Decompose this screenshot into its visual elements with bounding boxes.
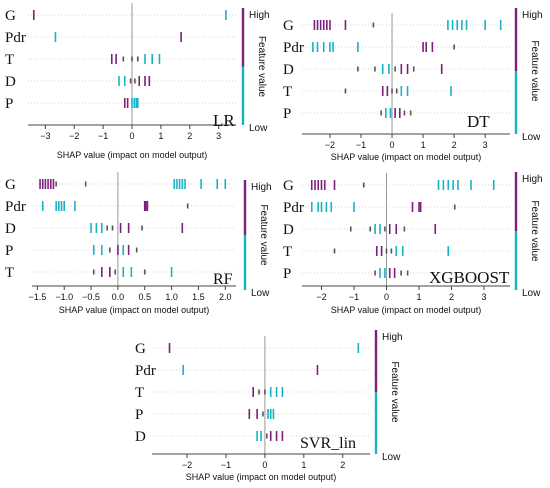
- colorbar-high-label: High: [522, 174, 543, 185]
- x-tick-label: −1: [221, 460, 231, 470]
- rf-panel: −1.5 −1.0 −0.5 0.0 0.5 1.0 1.5 2.0 SHAP value (i…: [5, 172, 272, 315]
- feature-label: Pdr: [135, 363, 156, 379]
- feature-label: T: [5, 265, 14, 281]
- x-tick-label: 1: [301, 460, 306, 470]
- x-tick-label: 1.0: [165, 292, 178, 302]
- model-title: SVR_lin: [300, 435, 356, 452]
- x-tick-label: 2: [449, 292, 454, 302]
- x-tick-label: −1.5: [28, 292, 46, 302]
- feature-label: G: [5, 8, 16, 24]
- x-tick-label: 3: [216, 131, 221, 141]
- x-tick-label: 3: [483, 140, 488, 150]
- feature-label: P: [135, 407, 143, 423]
- x-tick-label: 0.0: [112, 292, 125, 302]
- colorbar-low-label: Low: [522, 288, 541, 299]
- feature-label: T: [135, 385, 144, 401]
- colorbar-high-label: High: [249, 10, 270, 21]
- x-tick-label: −1: [349, 292, 359, 302]
- feature-label: D: [5, 221, 16, 237]
- lr-panel: −3 −2 −1 0 1 2 3 SHAP value (impact on model ou…: [5, 3, 270, 160]
- x-tick-label: 1.5: [192, 292, 205, 302]
- feature-label: P: [283, 266, 291, 282]
- colorbar-high-label: High: [522, 10, 543, 21]
- colorbar-title: Feature value: [389, 361, 400, 423]
- feature-label: T: [283, 244, 292, 260]
- feature-label: P: [5, 96, 13, 112]
- x-tick-label: −0.5: [82, 292, 100, 302]
- x-tick-label: −2: [69, 131, 79, 141]
- model-title: DT: [467, 112, 490, 131]
- feature-label: G: [283, 18, 294, 34]
- x-tick-label: 0: [384, 292, 389, 302]
- colorbar-low-label: Low: [251, 288, 270, 299]
- colorbar-low-label: Low: [382, 452, 401, 463]
- feature-label: D: [283, 222, 294, 238]
- colorbar-high-label: High: [382, 332, 403, 343]
- model-title: RF: [213, 271, 233, 288]
- x-tick-label: 3: [481, 292, 486, 302]
- x-tick-label: −3: [40, 131, 50, 141]
- x-tick-label: −2: [325, 140, 335, 150]
- feature-label: G: [135, 341, 146, 357]
- x-tick-label: −2: [182, 460, 192, 470]
- x-axis-label: SHAP value (impact on model output): [186, 472, 336, 482]
- x-tick-label: 1: [416, 292, 421, 302]
- colorbar-low-label: Low: [249, 123, 268, 134]
- x-tick-label: 0: [129, 131, 134, 141]
- x-tick-label: 2: [340, 460, 345, 470]
- x-tick-label: 2.0: [219, 292, 232, 302]
- colorbar-title: Feature value: [529, 200, 540, 262]
- feature-label: G: [5, 177, 16, 193]
- x-tick-label: −1: [98, 131, 108, 141]
- x-tick-label: 0: [262, 460, 267, 470]
- colorbar-high-label: High: [251, 182, 272, 193]
- x-tick-label: 1: [421, 140, 426, 150]
- model-title: XGBOOST: [429, 268, 510, 287]
- x-axis-label: SHAP value (impact on model output): [57, 150, 207, 160]
- colorbar-low-label: Low: [522, 132, 541, 143]
- feature-label: G: [283, 178, 294, 194]
- x-axis-label: SHAP value (impact on model output): [59, 305, 209, 315]
- colorbar-title: Feature value: [258, 204, 269, 266]
- feature-label: Pdr: [5, 30, 26, 46]
- colorbar-title: Feature value: [256, 36, 267, 98]
- x-tick-label: −1: [356, 140, 366, 150]
- feature-label: Pdr: [5, 199, 26, 215]
- feature-label: Pdr: [283, 200, 304, 216]
- feature-label: D: [5, 74, 16, 90]
- x-axis-label: SHAP value (impact on model output): [331, 152, 481, 162]
- feature-label: D: [283, 62, 294, 78]
- x-tick-label: 0: [390, 140, 395, 150]
- feature-label: P: [283, 106, 291, 122]
- svr-lin-panel: −2 −1 0 1 2 SHAP value (impact on model outpu…: [135, 330, 403, 482]
- x-tick-label: 1: [158, 131, 163, 141]
- colorbar-title: Feature value: [529, 40, 540, 102]
- feature-label: P: [5, 243, 13, 259]
- x-tick-label: −2: [316, 292, 326, 302]
- feature-label: T: [5, 52, 14, 68]
- x-tick-label: 2: [187, 131, 192, 141]
- x-axis-label: SHAP value (impact on model output): [331, 305, 481, 315]
- x-tick-label: 2: [452, 140, 457, 150]
- feature-label: Pdr: [283, 40, 304, 56]
- x-tick-label: 0.5: [138, 292, 151, 302]
- model-title: LR: [213, 111, 235, 130]
- feature-label: D: [135, 429, 146, 445]
- feature-label: T: [283, 84, 292, 100]
- x-tick-label: −1.0: [55, 292, 73, 302]
